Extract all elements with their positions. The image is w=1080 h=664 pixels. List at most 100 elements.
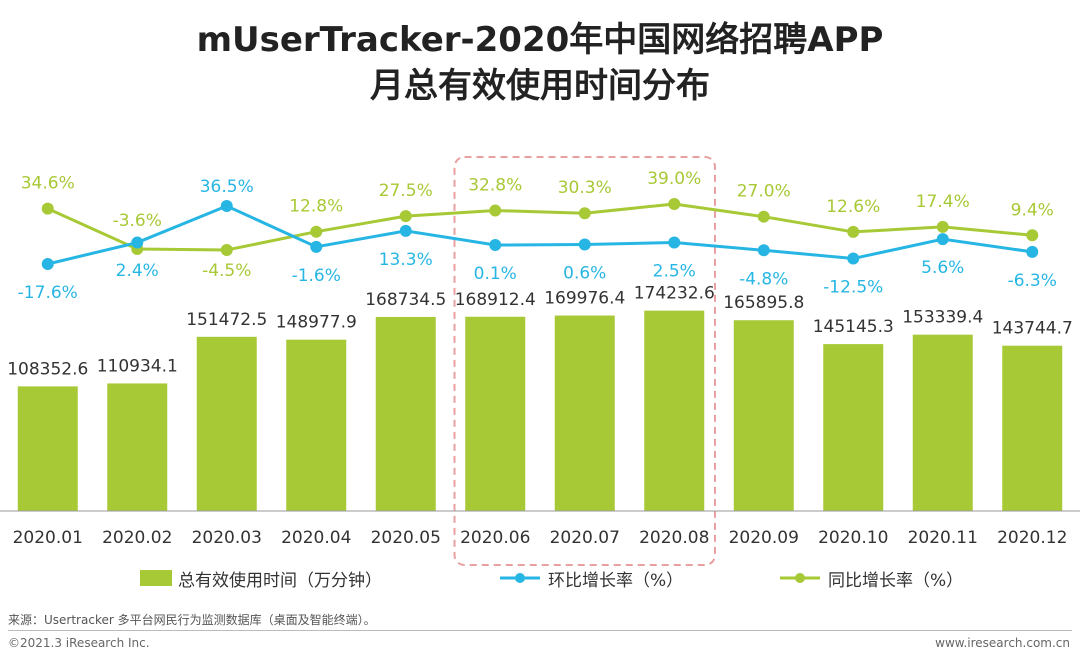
bar xyxy=(733,320,794,511)
mom-point xyxy=(578,238,591,251)
bar-value-label: 148977.9 xyxy=(276,313,357,333)
yoy-point-label: 39.0% xyxy=(647,169,701,189)
chart-title-line1: mUserTracker-2020年中国网络招聘APP xyxy=(196,20,884,60)
yoy-point-label: 32.8% xyxy=(468,176,522,196)
bar-value-label: 108352.6 xyxy=(7,359,88,379)
legend-item-total-time: 总有效使用时间（万分钟） xyxy=(140,566,382,591)
x-tick-label: 2020.02 xyxy=(102,528,172,548)
bar xyxy=(286,339,347,511)
legend-yoy-line-swatch xyxy=(780,573,820,583)
x-tick-label: 2020.09 xyxy=(729,528,799,548)
bar-value-label: 151472.5 xyxy=(186,310,267,330)
yoy-line xyxy=(47,202,1033,252)
bar-value-label: 145145.3 xyxy=(813,317,894,337)
mom-point-label: 13.3% xyxy=(379,250,433,270)
x-tick-label: 2020.08 xyxy=(639,528,709,548)
source-note: 来源：Usertracker 多平台网民行为监测数据库（桌面及智能终端）。 xyxy=(8,613,376,627)
x-tick-label: 2020.07 xyxy=(550,528,620,548)
yoy-point xyxy=(1026,229,1039,242)
x-tick-label: 2020.03 xyxy=(192,528,262,548)
legend-label-yoy: 同比增长率（%） xyxy=(828,570,964,591)
bar xyxy=(465,316,526,511)
bar xyxy=(644,310,705,511)
mom-point-label: -6.3% xyxy=(1008,271,1057,291)
yoy-point-label: -4.5% xyxy=(202,261,251,281)
mom-point xyxy=(131,236,144,249)
bar-value-label: 174232.6 xyxy=(634,284,715,304)
mom-point-label: 2.5% xyxy=(653,261,696,281)
yoy-point xyxy=(41,202,54,215)
bar xyxy=(375,316,436,511)
mom-point xyxy=(1026,245,1039,258)
bar xyxy=(196,336,257,511)
yoy-point xyxy=(578,207,591,220)
bar xyxy=(912,334,973,511)
mom-point-label: -17.6% xyxy=(18,283,78,303)
yoy-point xyxy=(936,220,949,233)
yoy-point-label: 12.6% xyxy=(826,197,880,217)
x-tick-label: 2020.11 xyxy=(908,528,978,548)
mom-point xyxy=(936,233,949,246)
yoy-point-label: 34.6% xyxy=(21,174,75,194)
mom-point xyxy=(668,236,681,249)
yoy-point xyxy=(220,244,233,256)
legend-label-total-time: 总有效使用时间（万分钟） xyxy=(178,570,382,591)
footer-divider xyxy=(8,630,1072,631)
mom-point-label: 0.6% xyxy=(563,263,606,283)
bar xyxy=(823,344,884,511)
yoy-point xyxy=(757,210,770,223)
mom-point xyxy=(489,239,502,252)
legend-label-mom: 环比增长率（%） xyxy=(548,570,684,591)
x-tick-label: 2020.05 xyxy=(371,528,441,548)
bar-value-label: 168734.5 xyxy=(365,290,446,310)
yoy-point-label: 30.3% xyxy=(558,178,612,198)
x-tick-label: 2020.04 xyxy=(281,528,351,548)
bar-value-label: 143744.7 xyxy=(992,319,1073,339)
mom-point-label: 36.5% xyxy=(200,177,254,197)
mom-point xyxy=(399,224,412,237)
yoy-point-label: 9.4% xyxy=(1011,200,1054,220)
copyright-text: ©2021.3 iResearch Inc. xyxy=(8,636,150,650)
highlight-box xyxy=(453,156,716,566)
yoy-point-label: 27.5% xyxy=(379,181,433,201)
x-tick-label: 2020.10 xyxy=(818,528,888,548)
mom-point xyxy=(757,244,770,257)
mom-line xyxy=(47,204,1033,266)
yoy-point-label: -3.6% xyxy=(113,211,162,231)
yoy-point xyxy=(310,225,323,238)
yoy-point xyxy=(668,198,681,210)
yoy-point xyxy=(399,210,412,223)
mom-point xyxy=(847,252,860,265)
mom-point-label: -12.5% xyxy=(823,278,883,298)
legend-mom-line-swatch xyxy=(500,573,540,583)
legend-item-mom: 环比增长率（%） xyxy=(500,566,684,591)
mom-point-label: 5.6% xyxy=(921,258,964,278)
chart-area: 108352.6 110934.1 151472.5 148977.9 168734.5… xyxy=(0,156,1080,566)
bar-value-label: 169976.4 xyxy=(544,289,625,309)
chart-title-line2: 月总有效使用时间分布 xyxy=(370,66,710,106)
yoy-point-label: 12.8% xyxy=(289,197,343,217)
bar xyxy=(554,315,615,511)
bar xyxy=(107,383,168,511)
bar-value-label: 165895.8 xyxy=(723,293,804,313)
bar xyxy=(17,386,78,511)
bar-value-label: 168912.4 xyxy=(455,290,536,310)
x-tick-label: 2020.12 xyxy=(997,528,1067,548)
legend-bar-swatch xyxy=(140,570,172,586)
mom-point xyxy=(220,200,233,212)
yoy-point xyxy=(489,204,502,217)
mom-point-label: -1.6% xyxy=(292,266,341,286)
x-tick-label: 2020.06 xyxy=(460,528,530,548)
x-tick-label: 2020.01 xyxy=(13,528,83,548)
legend-item-yoy: 同比增长率（%） xyxy=(780,566,964,591)
yoy-point xyxy=(847,225,860,238)
bar-value-label: 110934.1 xyxy=(97,356,178,376)
mom-point-label: -4.8% xyxy=(739,269,788,289)
bar xyxy=(1002,345,1063,511)
website-text: www.iresearch.com.cn xyxy=(935,636,1070,650)
bar-value-label: 153339.4 xyxy=(902,308,983,328)
yoy-point-label: 17.4% xyxy=(916,192,970,212)
mom-point-label: 2.4% xyxy=(116,261,159,281)
mom-point xyxy=(41,258,54,270)
mom-point-label: 0.1% xyxy=(474,264,517,284)
